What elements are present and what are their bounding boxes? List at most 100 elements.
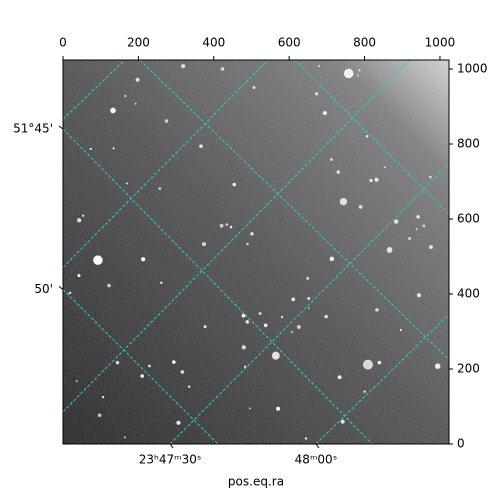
star [134,102,137,105]
star [250,232,254,236]
star [318,65,321,68]
star [75,380,78,383]
star [112,147,115,150]
star [176,420,181,425]
y-tick-label: 600 [457,212,480,226]
star [220,67,225,71]
star [203,325,207,329]
star [336,170,341,174]
star [416,293,422,298]
star [296,324,301,329]
star [246,242,249,246]
star [187,385,191,388]
star [241,345,246,350]
star [416,215,420,219]
y-tick-label: 0 [457,437,465,451]
x-wcs-label: 48ᵐ00ˢ [295,453,338,467]
x-tick-label: 0 [59,36,67,50]
star [304,437,308,440]
star [271,351,280,360]
star [358,69,361,72]
star [280,315,284,319]
star [110,107,116,114]
grid-line [63,289,219,444]
star [422,224,426,228]
star [399,328,402,331]
star [362,359,373,370]
star [232,182,236,187]
star [291,330,294,333]
grid-line [169,163,449,444]
star [358,204,363,209]
star [308,307,310,309]
x-wcs-label: 23ʰ47ᵐ30ˢ [139,453,202,467]
y-wcs-label: 51°45' [13,122,53,136]
star [258,312,262,315]
star [77,273,81,278]
star [160,281,163,284]
x-axis-label: pos.eq.ra [228,475,284,489]
star [225,223,229,226]
star [329,256,334,261]
star [339,197,348,206]
star [201,242,207,247]
star [322,110,327,116]
grid-line [139,60,449,360]
x-tick-label: 1000 [425,36,456,50]
image-noise [63,60,449,444]
y-wcs-label: 50' [34,282,53,296]
star [386,247,393,253]
x-wcs-tick [169,443,174,449]
star [330,158,333,161]
star [369,179,373,182]
star [337,375,342,380]
star [107,283,111,288]
star [141,257,146,262]
sky-image [63,60,449,444]
star [180,370,185,374]
star [307,297,311,300]
grid-line [63,60,411,413]
star [164,119,169,123]
star [315,92,319,96]
star [276,406,281,411]
star [89,147,92,150]
y-tick-label: 800 [457,137,480,151]
stars [68,64,441,440]
star [377,360,382,365]
star [181,64,186,69]
star [125,182,128,185]
star [375,308,379,312]
star [324,314,328,319]
star [343,68,354,79]
grid-line [315,314,449,444]
star [199,144,203,148]
star [434,363,441,369]
y-tick-label: 1000 [457,62,488,76]
y-tick-label: 200 [457,362,480,376]
star [241,313,246,318]
star [219,223,224,228]
x-wcs-tick [315,443,320,449]
y-tick-label: 400 [457,287,480,301]
star [115,360,120,365]
x-tick-label: 600 [278,36,301,50]
star [158,187,162,190]
star [415,228,418,230]
star [124,436,126,439]
grid-line [63,60,126,120]
star [68,291,72,295]
star [229,225,233,229]
star [97,413,102,418]
star [252,86,256,90]
star [291,297,296,302]
plot-frame [62,59,450,445]
star [148,364,151,368]
x-tick-label: 800 [353,36,376,50]
x-tick-label: 200 [127,36,150,50]
x-tick-label: 400 [202,36,225,50]
y-wcs-tick [58,125,64,130]
star [101,395,105,399]
star [124,94,127,98]
